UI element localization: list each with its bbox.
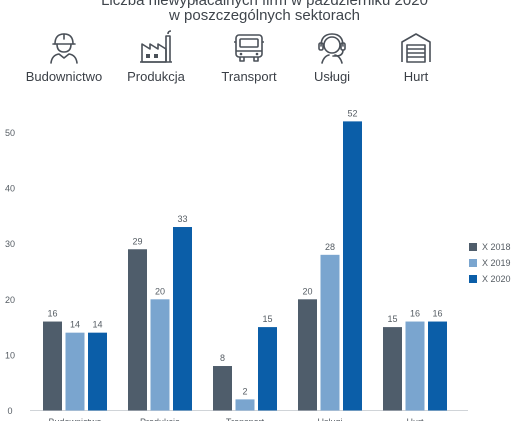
bar — [320, 254, 340, 411]
bar-data-label: 20 — [155, 286, 165, 296]
x-category-label: Budownictwo — [48, 417, 101, 421]
legend-swatch — [469, 243, 477, 251]
sector-produkcja: Produkcja — [106, 30, 206, 84]
x-category-label: Transport — [226, 417, 265, 421]
truck-icon — [234, 34, 264, 62]
legend-label: X 2018 — [482, 242, 511, 252]
x-category-label: Produkcja — [140, 417, 180, 421]
bar — [383, 327, 402, 411]
bar-data-label: 28 — [325, 242, 335, 252]
chart-title-line-1: Liczba niewypłacalnych firm w październi… — [101, 0, 428, 9]
bar-data-label: 8 — [220, 353, 225, 363]
bar — [258, 327, 277, 411]
worker-helmet-icon — [50, 33, 78, 64]
legend-item: X 2019 — [469, 258, 511, 268]
bar-data-label: 16 — [410, 309, 420, 319]
y-tick-label: 20 — [5, 295, 15, 305]
bar-data-label: 52 — [347, 108, 357, 118]
bar-data-label: 20 — [302, 286, 312, 296]
bar — [128, 249, 147, 411]
bar-data-label: 33 — [177, 214, 187, 224]
sector-label: Usługi — [313, 69, 351, 84]
legend-item: X 2018 — [469, 242, 511, 252]
bar — [343, 121, 362, 411]
bar — [43, 321, 62, 411]
y-tick-label: 40 — [5, 184, 15, 194]
bar — [213, 366, 232, 411]
bar — [235, 399, 255, 411]
bar-data-label: 16 — [432, 309, 442, 319]
bar — [150, 299, 170, 411]
legend-swatch — [469, 259, 477, 267]
bar — [298, 299, 317, 411]
sector-label: Transport — [221, 69, 277, 84]
legend-label: X 2020 — [482, 274, 511, 284]
bar-data-label: 14 — [92, 320, 102, 330]
warehouse-icon — [401, 33, 431, 63]
sector-label: Budownictwo — [25, 69, 103, 84]
sector-budownictwo: Budownictwo — [14, 30, 114, 84]
sector-hurt: Hurt — [366, 30, 466, 84]
y-tick-label: 10 — [5, 350, 15, 360]
bar-data-label: 15 — [387, 314, 397, 324]
sector-label: Produkcja — [127, 69, 185, 84]
chart-title-line-2: w poszczególnych sektorach — [169, 7, 360, 24]
bar-data-label: 16 — [47, 309, 57, 319]
bar-data-label: 2 — [242, 386, 247, 396]
y-tick-label: 0 — [7, 406, 12, 416]
x-category-label: Hurt — [406, 417, 424, 421]
bar — [428, 321, 447, 411]
sector-uslugi: Usługi — [282, 30, 382, 84]
legend-label: X 2019 — [482, 258, 511, 268]
headset-icon — [318, 33, 346, 64]
bar-data-label: 29 — [132, 236, 142, 246]
bar — [88, 332, 107, 411]
legend-item: X 2020 — [469, 274, 511, 284]
x-category-label: Usługi — [317, 417, 342, 421]
y-tick-label: 30 — [5, 239, 15, 249]
sector-transport: Transport — [199, 30, 299, 84]
legend-swatch — [469, 275, 477, 283]
y-tick-label: 50 — [5, 128, 15, 138]
factory-icon — [140, 30, 172, 63]
bar-data-label: 14 — [70, 320, 80, 330]
bar — [405, 321, 425, 411]
bar-data-label: 15 — [262, 314, 272, 324]
sector-label: Hurt — [403, 69, 429, 84]
bar — [173, 227, 192, 411]
bar — [65, 332, 85, 411]
